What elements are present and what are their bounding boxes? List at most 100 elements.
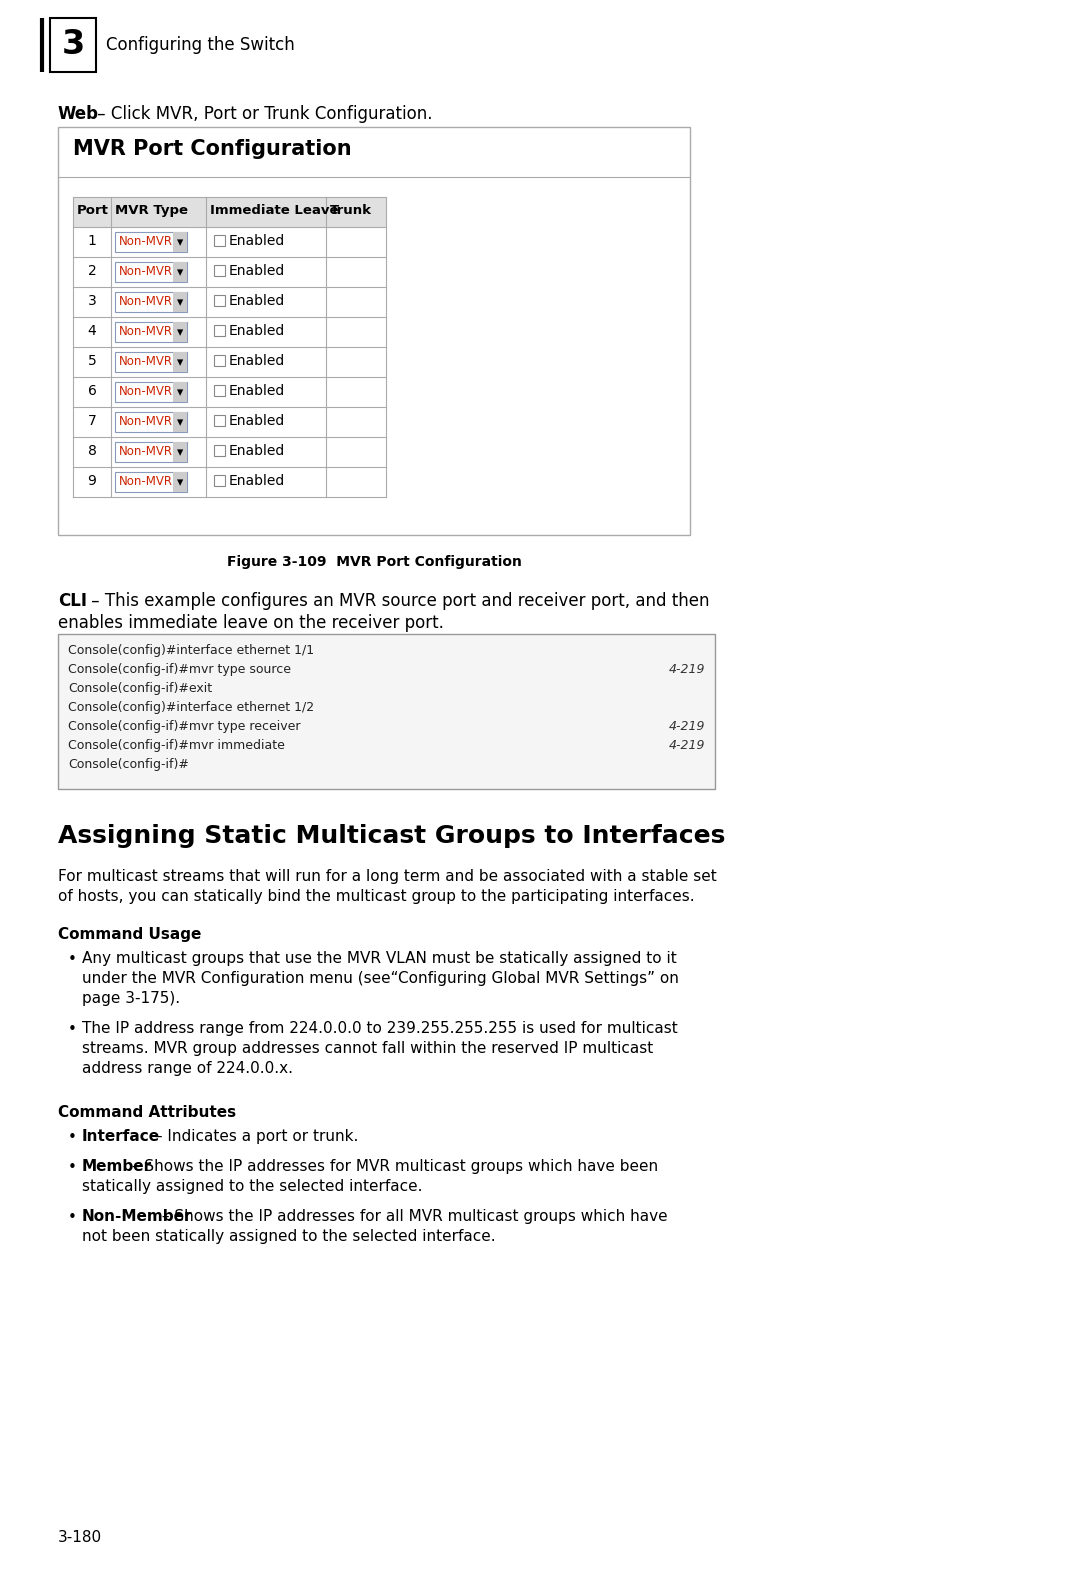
Text: ▾: ▾ bbox=[177, 356, 184, 369]
Text: •: • bbox=[68, 1130, 77, 1145]
Text: ▾: ▾ bbox=[177, 386, 184, 399]
Bar bbox=[114, 443, 187, 462]
Text: Console(config-if)#: Console(config-if)# bbox=[68, 758, 189, 771]
Bar bbox=[114, 352, 187, 372]
Text: Enabled: Enabled bbox=[229, 385, 285, 399]
Bar bbox=[114, 262, 187, 283]
Text: – Click MVR, Port or Trunk Configuration.: – Click MVR, Port or Trunk Configuration… bbox=[92, 105, 432, 122]
Text: Console(config)#interface ethernet 1/1: Console(config)#interface ethernet 1/1 bbox=[68, 644, 314, 656]
Text: 6: 6 bbox=[87, 385, 96, 399]
Bar bbox=[73, 196, 386, 228]
Text: ▾: ▾ bbox=[177, 297, 184, 309]
Text: Enabled: Enabled bbox=[229, 264, 285, 278]
Bar bbox=[173, 443, 187, 462]
Bar bbox=[114, 292, 187, 312]
Text: 5: 5 bbox=[87, 353, 96, 367]
Text: Non-MVR: Non-MVR bbox=[119, 236, 173, 248]
Bar bbox=[173, 473, 187, 491]
Text: Console(config-if)#mvr immediate: Console(config-if)#mvr immediate bbox=[68, 739, 285, 752]
Text: ▾: ▾ bbox=[177, 236, 184, 250]
Bar bbox=[173, 262, 187, 283]
Text: enables immediate leave on the receiver port.: enables immediate leave on the receiver … bbox=[58, 614, 444, 633]
Text: Enabled: Enabled bbox=[229, 323, 285, 338]
Text: 2: 2 bbox=[87, 264, 96, 278]
Text: ▾: ▾ bbox=[177, 416, 184, 429]
Bar bbox=[173, 322, 187, 342]
Text: 7: 7 bbox=[87, 414, 96, 429]
Bar bbox=[173, 382, 187, 402]
Text: statically assigned to the selected interface.: statically assigned to the selected inte… bbox=[82, 1179, 422, 1195]
Text: 1: 1 bbox=[87, 234, 96, 248]
Text: 8: 8 bbox=[87, 444, 96, 458]
Bar bbox=[58, 127, 690, 535]
Text: Web: Web bbox=[58, 105, 99, 122]
Text: Non-Member: Non-Member bbox=[82, 1209, 192, 1225]
Bar bbox=[114, 382, 187, 402]
Text: Command Attributes: Command Attributes bbox=[58, 1105, 237, 1119]
Bar bbox=[214, 385, 225, 396]
Bar bbox=[173, 232, 187, 253]
Bar bbox=[50, 17, 96, 72]
Text: Non-MVR: Non-MVR bbox=[119, 355, 173, 367]
Text: Enabled: Enabled bbox=[229, 234, 285, 248]
Text: Figure 3-109  MVR Port Configuration: Figure 3-109 MVR Port Configuration bbox=[227, 556, 522, 568]
Text: Non-MVR: Non-MVR bbox=[119, 325, 173, 338]
Text: •: • bbox=[68, 1022, 77, 1038]
Bar bbox=[214, 325, 225, 336]
Text: under the MVR Configuration menu (see“Configuring Global MVR Settings” on: under the MVR Configuration menu (see“Co… bbox=[82, 970, 679, 986]
Text: Configuring the Switch: Configuring the Switch bbox=[106, 36, 295, 53]
Text: Enabled: Enabled bbox=[229, 444, 285, 458]
Text: Non-MVR: Non-MVR bbox=[119, 385, 173, 399]
Text: not been statically assigned to the selected interface.: not been statically assigned to the sele… bbox=[82, 1229, 496, 1243]
Text: ▾: ▾ bbox=[177, 265, 184, 279]
Text: Enabled: Enabled bbox=[229, 294, 285, 308]
Text: – Shows the IP addresses for all MVR multicast groups which have: – Shows the IP addresses for all MVR mul… bbox=[157, 1209, 667, 1225]
Text: Console(config)#interface ethernet 1/2: Console(config)#interface ethernet 1/2 bbox=[68, 700, 314, 714]
Bar bbox=[114, 232, 187, 253]
Bar bbox=[173, 411, 187, 432]
Text: MVR Port Configuration: MVR Port Configuration bbox=[73, 140, 352, 159]
Bar bbox=[114, 473, 187, 491]
Text: CLI: CLI bbox=[58, 592, 87, 611]
Bar bbox=[114, 322, 187, 342]
Text: Console(config-if)#exit: Console(config-if)#exit bbox=[68, 681, 212, 696]
Text: 3: 3 bbox=[62, 28, 84, 61]
Text: Enabled: Enabled bbox=[229, 414, 285, 429]
Text: 4-219: 4-219 bbox=[669, 721, 705, 733]
Text: Immediate Leave: Immediate Leave bbox=[210, 204, 338, 217]
Text: For multicast streams that will run for a long term and be associated with a sta: For multicast streams that will run for … bbox=[58, 870, 717, 884]
Text: streams. MVR group addresses cannot fall within the reserved IP multicast: streams. MVR group addresses cannot fall… bbox=[82, 1041, 653, 1057]
Text: ▾: ▾ bbox=[177, 476, 184, 488]
Bar bbox=[214, 265, 225, 276]
Text: MVR Type: MVR Type bbox=[114, 204, 188, 217]
Bar bbox=[214, 236, 225, 246]
Text: ▾: ▾ bbox=[177, 446, 184, 458]
Bar bbox=[214, 414, 225, 425]
Bar bbox=[214, 444, 225, 455]
Text: Non-MVR: Non-MVR bbox=[119, 265, 173, 278]
Text: The IP address range from 224.0.0.0 to 239.255.255.255 is used for multicast: The IP address range from 224.0.0.0 to 2… bbox=[82, 1020, 678, 1036]
Text: Command Usage: Command Usage bbox=[58, 926, 201, 942]
Bar bbox=[58, 634, 715, 790]
Text: address range of 224.0.0.x.: address range of 224.0.0.x. bbox=[82, 1061, 293, 1075]
Bar bbox=[214, 355, 225, 366]
Text: 3: 3 bbox=[87, 294, 96, 308]
Bar bbox=[214, 295, 225, 306]
Bar bbox=[173, 352, 187, 372]
Text: 4-219: 4-219 bbox=[669, 739, 705, 752]
Text: of hosts, you can statically bind the multicast group to the participating inter: of hosts, you can statically bind the mu… bbox=[58, 889, 694, 904]
Text: Console(config-if)#mvr type receiver: Console(config-if)#mvr type receiver bbox=[68, 721, 300, 733]
Text: •: • bbox=[68, 951, 77, 967]
Text: Assigning Static Multicast Groups to Interfaces: Assigning Static Multicast Groups to Int… bbox=[58, 824, 726, 848]
Text: 9: 9 bbox=[87, 474, 96, 488]
Text: Member: Member bbox=[82, 1159, 152, 1174]
Text: Console(config-if)#mvr type source: Console(config-if)#mvr type source bbox=[68, 663, 291, 677]
Text: Enabled: Enabled bbox=[229, 474, 285, 488]
Text: – This example configures an MVR source port and receiver port, and then: – This example configures an MVR source … bbox=[86, 592, 710, 611]
Text: 4: 4 bbox=[87, 323, 96, 338]
Text: Any multicast groups that use the MVR VLAN must be statically assigned to it: Any multicast groups that use the MVR VL… bbox=[82, 951, 677, 966]
Text: 3-180: 3-180 bbox=[58, 1531, 103, 1545]
Bar bbox=[214, 476, 225, 487]
Text: Non-MVR: Non-MVR bbox=[119, 414, 173, 429]
Text: •: • bbox=[68, 1210, 77, 1225]
